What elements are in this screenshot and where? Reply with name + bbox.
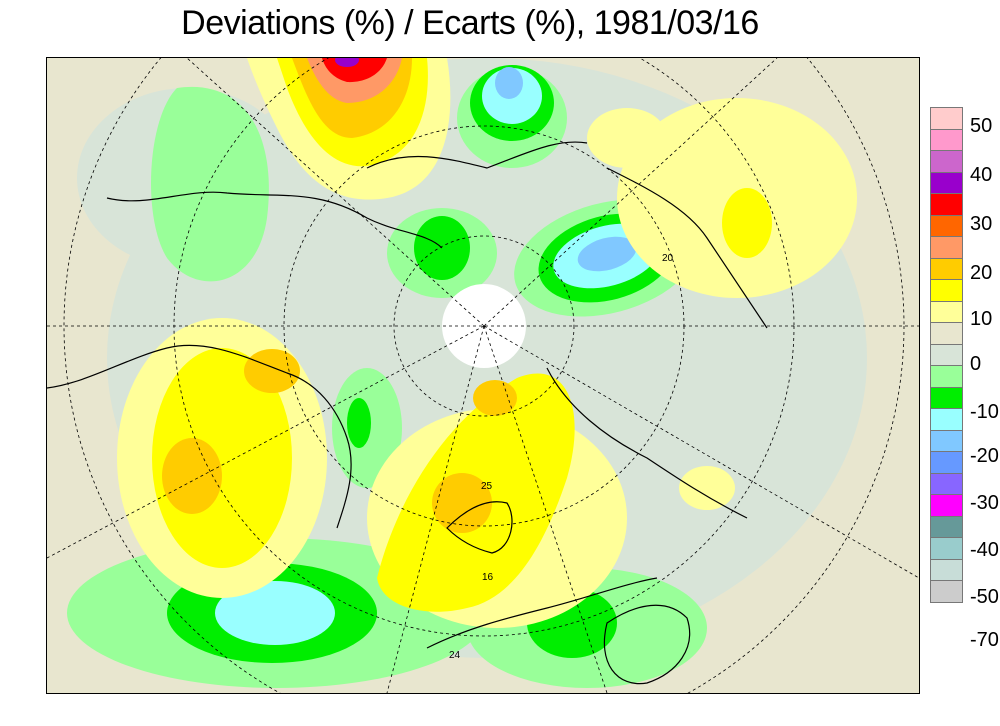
- legend-swatch: [930, 558, 963, 580]
- graticule: [47, 58, 919, 693]
- legend-swatch: [930, 193, 963, 215]
- legend-swatch: [930, 365, 963, 387]
- legend-label: 20: [970, 262, 993, 284]
- coastlines: [47, 141, 768, 685]
- map-title: Deviations (%) / Ecarts (%), 1981/03/16: [181, 4, 759, 42]
- legend-label: -70: [970, 629, 999, 651]
- legend-label: -10: [970, 401, 999, 423]
- legend-label: 40: [970, 164, 993, 186]
- legend-swatch: [930, 107, 963, 129]
- contour-label: 24: [449, 650, 461, 661]
- legend-swatch: [930, 343, 963, 365]
- legend-swatches: [930, 107, 963, 603]
- legend-label: -20: [970, 445, 999, 467]
- legend-swatch: [930, 515, 963, 537]
- legend-swatch: [930, 128, 963, 150]
- legend-swatch: [930, 150, 963, 172]
- legend-label: 10: [970, 308, 993, 330]
- legend-label: -30: [970, 492, 999, 514]
- contour-label: 25: [481, 481, 493, 492]
- legend-label: -50: [970, 586, 999, 608]
- legend-swatch: [930, 236, 963, 258]
- contour-label: 16: [482, 572, 494, 583]
- positive-anomalies: [117, 58, 857, 628]
- legend-label: -40: [970, 539, 999, 561]
- legend-swatch: [930, 429, 963, 451]
- legend-swatch: [930, 494, 963, 516]
- legend-swatch: [930, 537, 963, 559]
- legend-swatch: [930, 580, 963, 603]
- contour-labels: 25 24 16 20: [449, 253, 674, 661]
- legend-swatch: [930, 214, 963, 236]
- color-legend: 50 40 30 20 10 0 -10 -20 -30 -40 -50 -70: [930, 107, 999, 651]
- legend-label: 30: [970, 213, 993, 235]
- contour-label: 20: [662, 253, 674, 264]
- legend-swatch: [930, 472, 963, 494]
- deviation-map: 25 24 16 20: [46, 57, 920, 694]
- legend-label: 50: [970, 115, 993, 137]
- legend-label: 0: [970, 353, 982, 375]
- legend-swatch: [930, 322, 963, 344]
- polar-projection-map: 25 24 16 20: [47, 58, 919, 693]
- legend-swatch: [930, 257, 963, 279]
- legend-swatch: [930, 300, 963, 322]
- legend-swatch: [930, 408, 963, 430]
- legend-swatch: [930, 386, 963, 408]
- legend-swatch: [930, 279, 963, 301]
- legend-swatch: [930, 451, 963, 473]
- legend-swatch: [930, 171, 963, 193]
